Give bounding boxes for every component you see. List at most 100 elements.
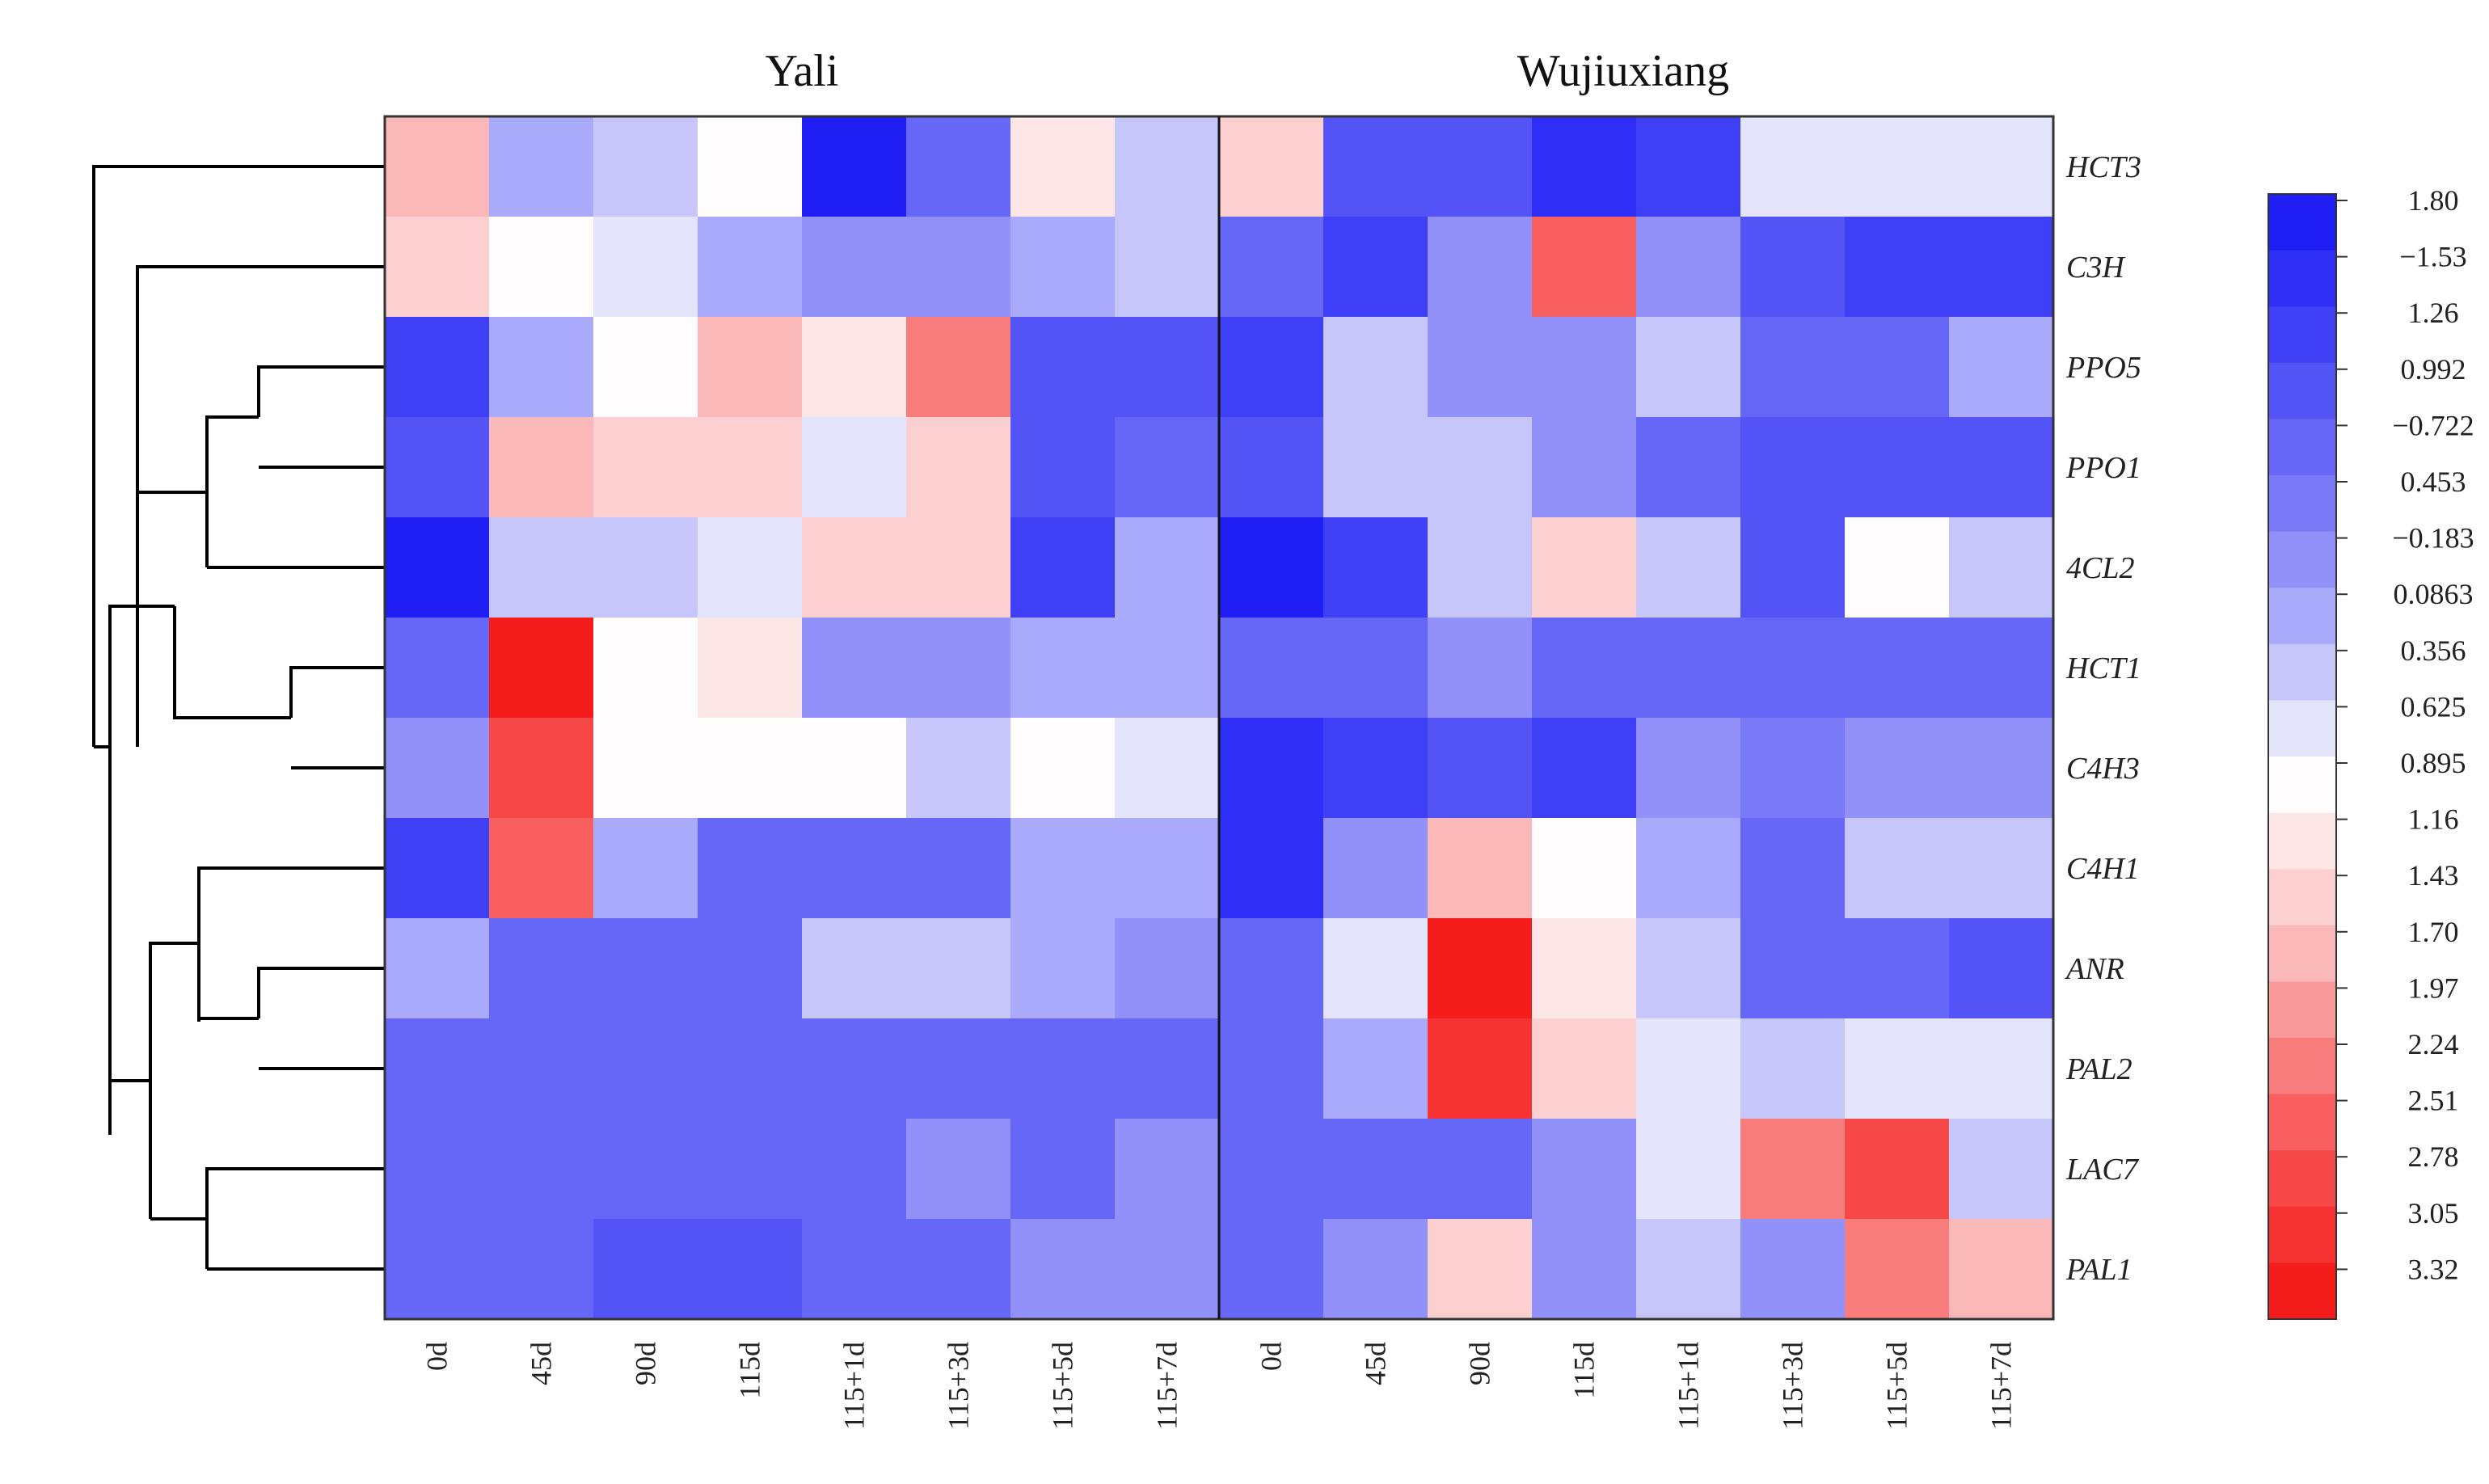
heatmap-cell-wujiuxiang-c4h1-5 (1740, 818, 1846, 919)
gene-label-ppo1: PPO1 (2065, 451, 2141, 485)
heatmap-cell-yali-anr-5 (906, 918, 1011, 1019)
heatmap-cell-yali-c4h1-2 (593, 818, 698, 919)
gene-label-pal1: PAL1 (2065, 1253, 2133, 1287)
heatmap-cell-yali-pal1-5 (906, 1219, 1011, 1320)
time-label-wujiuxiang-6: 115+5d (1881, 1342, 1913, 1430)
heatmap-cell-wujiuxiang-lac7-1 (1323, 1119, 1428, 1220)
time-label-yali-6: 115+5d (1047, 1342, 1079, 1430)
heatmap-cell-wujiuxiang-lac7-7 (1949, 1119, 2054, 1220)
heatmap-cell-yali-lac7-1 (489, 1119, 594, 1220)
color-scale-swatch-10 (2268, 757, 2336, 814)
time-label-yali-5: 115+3d (943, 1342, 975, 1430)
heatmap-cell-wujiuxiang-c3h-7 (1949, 217, 2054, 318)
color-scale-swatch-15 (2268, 1038, 2336, 1095)
heatmap-cell-yali-anr-0 (385, 918, 490, 1019)
heatmap-cell-wujiuxiang-c4h3-3 (1532, 718, 1637, 819)
heatmap-cell-yali-lac7-6 (1010, 1119, 1116, 1220)
heatmap-cell-wujiuxiang-c3h-6 (1845, 217, 1950, 318)
color-scale-label-8: 0.356 (2401, 634, 2466, 667)
row-dendrogram (92, 165, 385, 1271)
dendrogram-branch-lower-cluster (149, 942, 199, 1219)
heatmap-cell-wujiuxiang-4cl2-3 (1532, 517, 1637, 618)
color-scale-label-18: 3.05 (2408, 1197, 2459, 1229)
dendrogram-branch-ppo5 (257, 365, 385, 417)
gene-label-c4h1: C4H1 (2066, 852, 2140, 886)
heatmap-cell-yali-pal2-2 (593, 1018, 698, 1119)
heatmap-cell-yali-hct3-0 (385, 116, 490, 217)
gene-label-hct1: HCT1 (2065, 651, 2141, 685)
color-scale-swatch-12 (2268, 869, 2336, 926)
heatmap-cell-wujiuxiang-anr-7 (1949, 918, 2054, 1019)
heatmap-cell-yali-4cl2-4 (802, 517, 907, 618)
time-labels: 0d 45d 90d 115d 115+1d 115+3d 115+5d 115+7d 0d 45… (421, 1342, 2018, 1430)
heatmap-cell-yali-pal1-4 (802, 1219, 907, 1320)
heatmap-cell-yali-c4h3-2 (593, 718, 698, 819)
heatmap-cell-wujiuxiang-c3h-1 (1323, 217, 1428, 318)
heatmap-cell-wujiuxiang-4cl2-7 (1949, 517, 2054, 618)
heatmap-cell-wujiuxiang-c4h3-1 (1323, 718, 1428, 819)
heatmap-cell-wujiuxiang-hct1-5 (1740, 618, 1846, 719)
time-label-wujiuxiang-5: 115+3d (1777, 1342, 1809, 1430)
heatmap-cell-wujiuxiang-c3h-4 (1636, 217, 1741, 318)
heatmap-cell-wujiuxiang-c4h3-2 (1428, 718, 1533, 819)
heatmap-cell-yali-hct3-6 (1010, 116, 1116, 217)
heatmap-cell-wujiuxiang-4cl2-1 (1323, 517, 1428, 618)
heatmap-cell-wujiuxiang-pal2-7 (1949, 1018, 2054, 1119)
heatmap-cell-yali-c4h3-1 (489, 718, 594, 819)
gene-label-c4h3: C4H3 (2066, 752, 2140, 786)
heatmap-cell-wujiuxiang-4cl2-0 (1219, 517, 1324, 618)
heatmap-cell-yali-ppo5-6 (1010, 317, 1116, 418)
heatmap-cell-wujiuxiang-pal2-1 (1323, 1018, 1428, 1119)
heatmap-cell-yali-ppo1-5 (906, 417, 1011, 518)
heatmap-cell-wujiuxiang-anr-6 (1845, 918, 1950, 1019)
color-scale-label-16: 2.51 (2408, 1085, 2459, 1117)
heatmap-cell-wujiuxiang-c4h1-2 (1428, 818, 1533, 919)
heatmap-cell-yali-lac7-7 (1115, 1119, 1220, 1220)
color-scale-swatch-8 (2268, 643, 2336, 701)
heatmap-cell-wujiuxiang-ppo1-4 (1636, 417, 1741, 518)
heatmap-cell-wujiuxiang-pal2-3 (1532, 1018, 1637, 1119)
heatmap-cell-yali-c4h1-3 (698, 818, 803, 919)
heatmap-cell-yali-c3h-3 (698, 217, 803, 318)
heatmap-cell-yali-hct1-0 (385, 618, 490, 719)
heatmap-cell-yali-4cl2-5 (906, 517, 1011, 618)
heatmap-cell-wujiuxiang-c4h1-1 (1323, 818, 1428, 919)
heatmap-cell-yali-c4h3-3 (698, 718, 803, 819)
time-label-wujiuxiang-2: 90d (1464, 1342, 1496, 1385)
heatmap-cell-yali-hct3-4 (802, 116, 907, 217)
heatmap-cell-wujiuxiang-ppo5-6 (1845, 317, 1950, 418)
heatmap-cell-yali-anr-3 (698, 918, 803, 1019)
color-scale-swatch-4 (2268, 419, 2336, 476)
heatmap-cell-yali-pal2-0 (385, 1018, 490, 1119)
heatmap-cell-wujiuxiang-hct3-2 (1428, 116, 1533, 217)
heatmap-cell-wujiuxiang-hct1-4 (1636, 618, 1741, 719)
heatmap-cell-wujiuxiang-hct3-0 (1219, 116, 1324, 217)
heatmap-cell-yali-hct3-2 (593, 116, 698, 217)
color-scale-swatch-9 (2268, 700, 2336, 757)
heatmap-cell-yali-c3h-2 (593, 217, 698, 318)
heatmap-cell-wujiuxiang-hct1-7 (1949, 618, 2054, 719)
color-scale-label-19: 3.32 (2408, 1253, 2459, 1285)
heatmap-cell-yali-hct1-4 (802, 618, 907, 719)
color-scale-label-15: 2.24 (2408, 1028, 2459, 1060)
color-scale-label-12: 1.43 (2408, 859, 2459, 892)
heatmap-cell-wujiuxiang-hct3-7 (1949, 116, 2054, 217)
color-scale-frame (2268, 193, 2337, 1320)
heatmap-cell-yali-c4h3-7 (1115, 718, 1220, 819)
heatmap-cell-wujiuxiang-ppo1-7 (1949, 417, 2054, 518)
heatmap-cell-yali-ppo1-7 (1115, 417, 1220, 518)
heatmap-cell-wujiuxiang-ppo5-7 (1949, 317, 2054, 418)
heatmap-cell-yali-hct1-7 (1115, 618, 1220, 719)
heatmap-cell-yali-c4h1-5 (906, 818, 1011, 919)
heatmap-cell-wujiuxiang-pal1-5 (1740, 1219, 1846, 1320)
gene-label-ppo5: PPO5 (2065, 351, 2141, 385)
color-scale-swatch-5 (2268, 475, 2336, 533)
color-scale-label-17: 2.78 (2408, 1140, 2459, 1173)
heatmap-cell-yali-c3h-7 (1115, 217, 1220, 318)
heatmap-cell-yali-ppo5-1 (489, 317, 594, 418)
heatmap-cell-wujiuxiang-ppo5-3 (1532, 317, 1637, 418)
heatmap-cell-yali-4cl2-2 (593, 517, 698, 618)
heatmap-cell-yali-c4h1-6 (1010, 818, 1116, 919)
heatmap-cell-yali-4cl2-6 (1010, 517, 1116, 618)
gene-labels: HCT3 C3H PPO5 PPO1 4CL2 HCT1 C4H3 C4H1 ANR PAL2 LA… (2064, 150, 2141, 1287)
